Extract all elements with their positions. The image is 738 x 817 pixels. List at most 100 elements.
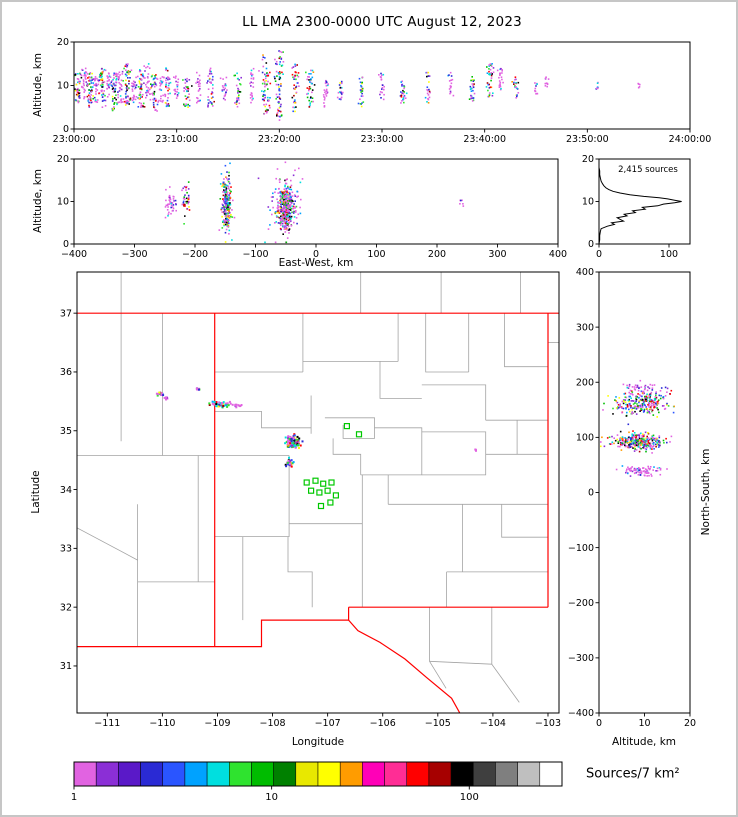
source-point — [212, 84, 214, 86]
source-point — [648, 444, 651, 447]
source-point — [285, 218, 288, 221]
source-point — [166, 69, 169, 72]
source-point — [337, 91, 340, 94]
source-point — [135, 86, 137, 89]
source-point — [655, 402, 657, 405]
source-point — [183, 223, 185, 225]
source-point — [155, 109, 157, 111]
source-point — [225, 190, 228, 193]
source-point — [106, 77, 109, 79]
source-point — [281, 71, 283, 74]
source-point — [312, 71, 315, 73]
source-point — [291, 191, 294, 194]
source-point — [280, 220, 282, 222]
source-point — [292, 106, 294, 109]
source-point — [278, 63, 281, 66]
source-point — [228, 171, 230, 174]
tick-label: −111 — [94, 718, 120, 729]
source-point — [228, 207, 231, 209]
source-point — [145, 66, 147, 69]
source-point — [339, 82, 341, 84]
source-point — [636, 471, 639, 473]
colorbar-cell — [339, 761, 363, 787]
colorbar-cell — [406, 761, 430, 787]
source-point — [641, 434, 643, 437]
source-point — [288, 200, 291, 202]
source-point — [643, 470, 645, 472]
source-point — [301, 178, 304, 180]
source-point — [167, 213, 170, 215]
source-point — [426, 71, 428, 74]
source-point — [185, 200, 188, 203]
source-point — [403, 101, 405, 104]
source-point — [626, 440, 629, 443]
source-point — [287, 437, 290, 440]
source-point — [282, 209, 285, 211]
source-point — [545, 82, 548, 84]
source-point — [628, 431, 630, 434]
source-point — [221, 211, 223, 213]
source-point — [223, 178, 225, 180]
source-point — [185, 197, 188, 200]
source-point — [450, 75, 453, 77]
source-point — [110, 84, 113, 87]
source-point — [221, 227, 224, 229]
source-point — [173, 89, 176, 91]
source-point — [324, 91, 326, 94]
source-point — [291, 195, 294, 197]
source-point — [656, 441, 658, 444]
source-point — [129, 97, 132, 100]
source-point — [137, 86, 140, 88]
source-point — [638, 469, 640, 472]
tick-label: 20 — [57, 37, 69, 48]
source-point — [233, 74, 235, 77]
source-point — [227, 224, 230, 227]
source-point — [470, 97, 472, 100]
source-point — [170, 202, 172, 205]
source-point — [653, 398, 656, 400]
source-point — [670, 435, 673, 438]
source-point — [228, 205, 230, 208]
source-point — [327, 84, 329, 87]
source-point — [638, 471, 640, 474]
source-point — [124, 101, 127, 104]
source-point — [143, 82, 145, 84]
source-point — [641, 398, 644, 401]
source-point — [117, 78, 120, 81]
source-point — [119, 87, 121, 89]
source-point — [293, 437, 295, 440]
source-point — [383, 88, 385, 91]
source-point — [401, 92, 403, 94]
source-point — [267, 74, 270, 77]
source-point — [231, 216, 234, 218]
source-point — [308, 106, 311, 108]
source-point — [82, 80, 85, 83]
source-point — [326, 81, 328, 84]
source-point — [287, 463, 289, 466]
source-point — [278, 75, 281, 78]
source-point — [268, 104, 271, 107]
source-point — [169, 186, 171, 188]
source-point — [284, 226, 287, 229]
source-point — [472, 84, 474, 87]
source-point — [211, 79, 214, 81]
source-point — [227, 196, 230, 199]
source-point — [626, 406, 629, 408]
source-point — [269, 224, 271, 226]
source-point — [284, 190, 286, 192]
source-point — [83, 96, 86, 98]
source-point — [224, 93, 227, 95]
source-point — [138, 94, 141, 96]
source-point — [639, 468, 641, 470]
source-point — [361, 92, 363, 95]
source-point — [98, 79, 100, 81]
source-point — [127, 71, 130, 74]
source-point — [269, 71, 271, 74]
source-point — [297, 195, 299, 198]
source-point — [197, 90, 200, 92]
source-point — [600, 441, 602, 443]
source-point — [224, 231, 227, 234]
source-point — [142, 105, 144, 108]
source-point — [336, 96, 339, 99]
source-point — [79, 72, 81, 75]
